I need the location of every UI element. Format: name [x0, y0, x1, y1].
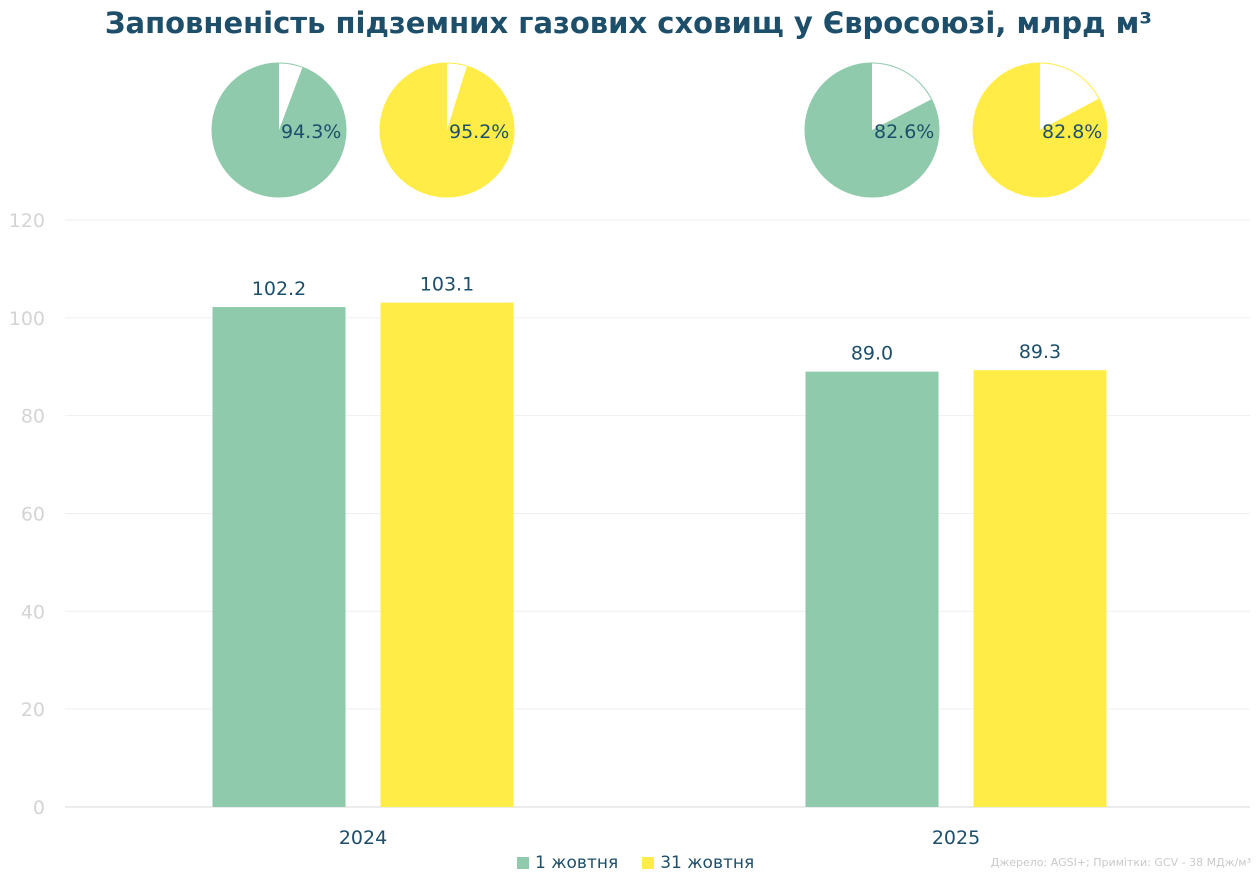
pie-slice — [380, 63, 514, 198]
y-tick-label: 100 — [9, 308, 45, 330]
legend-swatch-1 — [517, 857, 529, 869]
legend-label-1: 1 жовтня — [535, 853, 619, 873]
legend-label-2: 31 жовтня — [660, 853, 755, 873]
y-tick-label: 120 — [9, 210, 45, 232]
bar — [805, 371, 939, 807]
legend-item-2: 31 жовтня — [642, 853, 754, 873]
y-tick-label: 0 — [33, 797, 45, 819]
pie-slice — [212, 63, 346, 197]
pie-slice — [973, 63, 1107, 197]
pie-label: 95.2% — [449, 121, 509, 143]
data-label: 103.1 — [420, 274, 474, 296]
x-tick-label: 2025 — [932, 827, 980, 849]
bar — [380, 302, 514, 807]
bar — [212, 307, 346, 807]
pie-slice — [804, 63, 939, 198]
bar — [973, 370, 1107, 807]
x-tick-label: 2024 — [339, 827, 387, 849]
pie-label: 82.8% — [1042, 121, 1102, 143]
chart-title: Заповненість підземних газових сховищ у … — [104, 6, 1153, 40]
legend-swatch-2 — [642, 857, 655, 869]
pie-label: 82.6% — [874, 121, 934, 143]
data-label: 102.2 — [252, 278, 306, 300]
source-note: Джерело: AGSI+; Примітки: GCV - 38 МДж/м… — [990, 856, 1251, 869]
data-label: 89.3 — [1019, 341, 1061, 363]
y-tick-label: 20 — [21, 699, 45, 721]
y-tick-label: 40 — [21, 601, 45, 623]
data-label: 89.0 — [851, 343, 893, 365]
pie-label: 94.3% — [281, 121, 341, 143]
legend-item-1: 1 жовтня — [517, 853, 618, 873]
legend: 1 жовтня 31 жовтня — [517, 850, 778, 876]
y-tick-label: 60 — [21, 504, 45, 526]
y-tick-label: 80 — [21, 406, 45, 428]
